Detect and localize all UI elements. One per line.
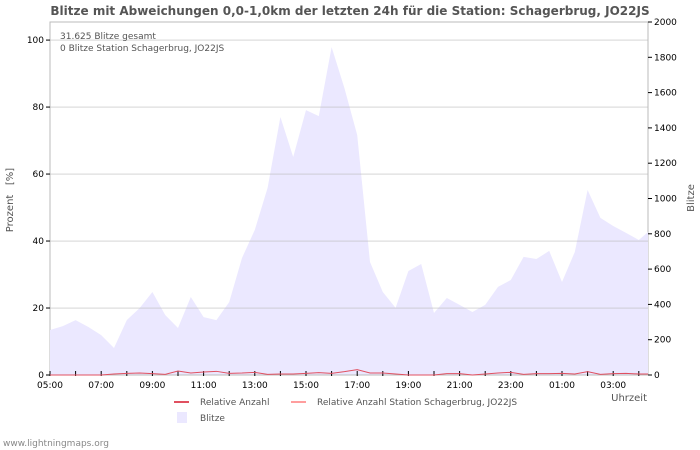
right-tick-label: 1600 [654, 89, 677, 99]
annotation-total: 31.625 Blitze gesamt [60, 32, 156, 42]
left-tick-label: 20 [33, 304, 45, 314]
x-tick-label: 23:00 [498, 381, 524, 391]
right-tick-label: 600 [654, 265, 671, 275]
right-tick-label: 2000 [654, 18, 677, 28]
footer-source: www.lightningmaps.org [3, 439, 109, 449]
x-tick-label: 11:00 [191, 381, 217, 391]
legend-swatch-blitze [177, 412, 187, 423]
left-tick-label: 60 [33, 170, 45, 180]
legend-label-blitze: Blitze [200, 414, 225, 424]
x-axis-label: Uhrzeit [611, 393, 647, 404]
left-tick-label: 100 [27, 36, 44, 46]
blitze-area [50, 47, 648, 376]
x-tick-label: 13:00 [242, 381, 268, 391]
x-tick-label: 15:00 [293, 381, 319, 391]
x-tick-label: 07:00 [88, 381, 114, 391]
right-tick-label: 0 [654, 371, 660, 381]
right-tick-label: 400 [654, 300, 671, 310]
legend-label-station: Relative Anzahl Station Schagerbrug, JO2… [317, 398, 517, 408]
x-tick-label: 05:00 [37, 381, 63, 391]
chart-title: Blitze mit Abweichungen 0,0-1,0km der le… [50, 4, 649, 18]
right-tick-label: 200 [654, 336, 671, 346]
x-tick-label: 09:00 [139, 381, 165, 391]
left-tick-label: 40 [33, 237, 45, 247]
y-axis-left-label: Prozent [%] [5, 168, 16, 232]
right-tick-label: 1200 [654, 159, 677, 169]
right-tick-label: 1800 [654, 53, 677, 63]
relative-anzahl-line [50, 369, 648, 376]
x-tick-label: 21:00 [447, 381, 473, 391]
x-tick-label: 19:00 [395, 381, 421, 391]
left-tick-label: 80 [33, 103, 45, 113]
right-tick-label: 1400 [654, 124, 677, 134]
legend-label-relative: Relative Anzahl [200, 398, 269, 408]
right-tick-label: 800 [654, 230, 671, 240]
left-tick-label: 0 [38, 371, 44, 381]
x-tick-label: 01:00 [549, 381, 575, 391]
y-axis-right-label: Blitze [686, 184, 697, 212]
x-tick-label: 17:00 [344, 381, 370, 391]
x-tick-label: 03:00 [600, 381, 626, 391]
right-tick-label: 1000 [654, 195, 677, 205]
annotation-station: 0 Blitze Station Schagerbrug, JO22JS [60, 44, 224, 54]
